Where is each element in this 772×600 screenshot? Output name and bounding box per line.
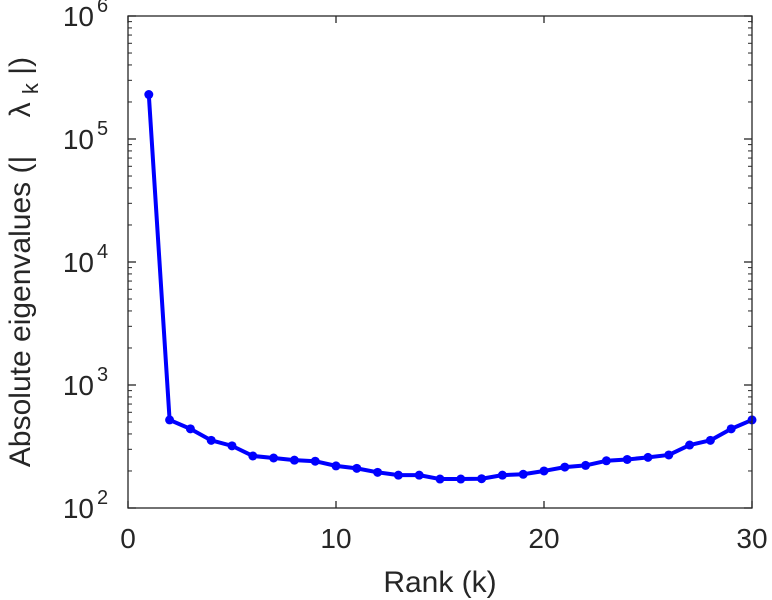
data-point bbox=[518, 469, 528, 479]
x-tick-label: 0 bbox=[120, 523, 136, 554]
y-axis-title-subscript: k bbox=[18, 82, 43, 94]
x-axis-title: Rank (k) bbox=[383, 566, 496, 599]
x-tick-label: 10 bbox=[320, 523, 351, 554]
data-point bbox=[477, 474, 487, 484]
y-tick-label: 10 bbox=[63, 124, 94, 155]
y-axis-title-symbol: λ bbox=[4, 102, 37, 117]
plot-area bbox=[128, 16, 752, 508]
data-point bbox=[685, 440, 695, 450]
data-point bbox=[601, 456, 611, 466]
data-point bbox=[414, 470, 424, 480]
data-point bbox=[705, 435, 715, 445]
data-point bbox=[269, 453, 279, 463]
data-point bbox=[539, 466, 549, 476]
y-axis-title: Absolute eigenvalues (| λ k |) bbox=[4, 57, 45, 467]
x-tick-label: 30 bbox=[736, 523, 767, 554]
y-axis-title-suffix: |) bbox=[4, 57, 37, 75]
data-point bbox=[456, 474, 466, 484]
y-tick-label: 10 bbox=[63, 370, 94, 401]
y-tick-label-exponent: 3 bbox=[97, 364, 108, 386]
y-tick-label-base: 10 bbox=[63, 370, 94, 401]
data-point bbox=[248, 451, 258, 461]
data-point bbox=[289, 455, 299, 465]
data-point bbox=[373, 467, 383, 477]
y-tick-label-base: 10 bbox=[63, 493, 94, 524]
y-tick-label-base: 10 bbox=[63, 124, 94, 155]
y-tick-label: 10 bbox=[63, 1, 94, 32]
x-tick-label: 20 bbox=[528, 523, 559, 554]
data-point bbox=[435, 474, 445, 484]
y-tick-label: 10 bbox=[63, 247, 94, 278]
data-point bbox=[227, 441, 237, 451]
y-tick-label-exponent: 4 bbox=[97, 241, 108, 263]
data-point bbox=[352, 463, 362, 473]
data-point bbox=[165, 415, 175, 425]
data-point bbox=[310, 456, 320, 466]
y-tick-label: 10 bbox=[63, 493, 94, 524]
data-point bbox=[497, 470, 507, 480]
data-point bbox=[581, 460, 591, 470]
data-point bbox=[331, 461, 341, 471]
data-point bbox=[622, 454, 632, 464]
series-layer bbox=[144, 90, 757, 484]
data-point bbox=[560, 462, 570, 472]
y-tick-label-base: 10 bbox=[63, 1, 94, 32]
y-tick-label-exponent: 2 bbox=[97, 487, 108, 509]
y-tick-label-exponent: 6 bbox=[97, 0, 108, 17]
data-point bbox=[185, 424, 195, 434]
data-point bbox=[643, 452, 653, 462]
data-point bbox=[206, 435, 216, 445]
data-point bbox=[144, 90, 154, 100]
y-axis-title-prefix: Absolute eigenvalues (| bbox=[4, 156, 37, 467]
y-tick-label-exponent: 5 bbox=[97, 118, 108, 140]
y-tick-label-base: 10 bbox=[63, 247, 94, 278]
data-point bbox=[393, 470, 403, 480]
data-point bbox=[664, 450, 674, 460]
data-point bbox=[726, 424, 736, 434]
